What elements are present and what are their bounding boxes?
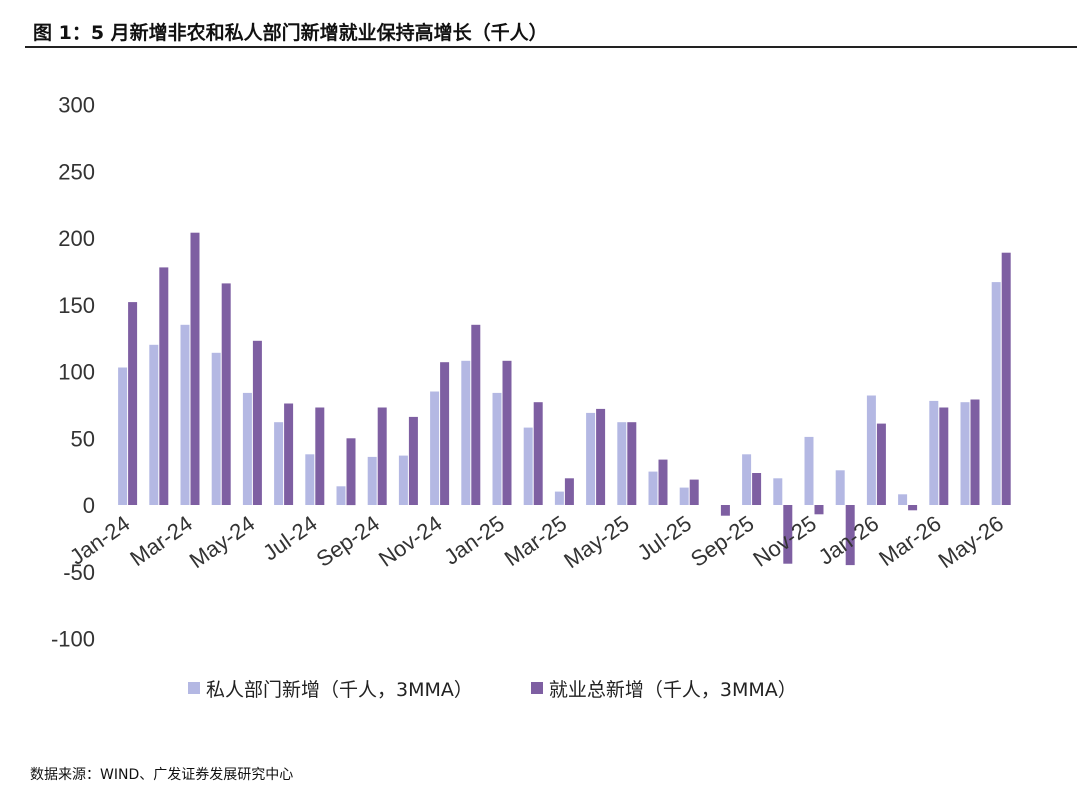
bar-total-Sep-24 [377, 407, 387, 505]
bar-private-Aug-24 [336, 486, 346, 505]
bar-total-Dec-24 [471, 324, 481, 505]
bar-private-Oct-24 [398, 455, 408, 505]
bar-total-Feb-26 [908, 505, 918, 511]
bar-private-Nov-25 [804, 436, 814, 505]
bar-private-Dec-25 [835, 470, 845, 505]
bar-private-Jan-24 [118, 367, 128, 505]
bar-private-Sep-24 [367, 456, 377, 505]
x-tick-label: Jan-24 [65, 511, 134, 570]
bar-total-Jan-25 [502, 360, 512, 505]
bar-private-Nov-24 [430, 391, 440, 505]
figure-title: 图 1：5 月新增非农和私人部门新增就业保持高增长（千人） [33, 22, 548, 44]
y-tick-label: 250 [58, 159, 95, 184]
y-tick-label: 50 [71, 426, 95, 451]
x-axis-ticks: Jan-24Mar-24May-24Jul-24Sep-24Nov-24Jan-… [65, 511, 1008, 574]
bar-private-Jul-25 [679, 487, 689, 505]
bar-private-Feb-25 [523, 427, 533, 505]
bar-total-Feb-25 [533, 402, 543, 505]
x-tick-label: May-25 [559, 511, 633, 574]
legend-swatch-total [530, 682, 543, 694]
bar-private-Jun-24 [274, 422, 284, 505]
title-divider [25, 46, 1077, 48]
legend-swatch-private [188, 682, 200, 694]
legend-item-total: 就业总新增（千人，3MMA） [530, 675, 797, 702]
bar-total-Oct-25 [783, 505, 793, 564]
bar-private-Apr-24 [211, 352, 221, 505]
bar-total-Aug-25 [720, 505, 730, 516]
bar-total-May-26 [1001, 252, 1011, 505]
bar-private-Oct-25 [773, 478, 783, 505]
bar-private-Jul-24 [305, 454, 315, 505]
bar-private-Mar-24 [180, 324, 190, 505]
bar-private-Apr-26 [960, 402, 970, 505]
bar-total-Feb-24 [159, 267, 169, 505]
bar-total-Jan-24 [128, 302, 138, 505]
bar-private-Feb-24 [149, 344, 159, 505]
y-axis-ticks: 300 250 200 150 100 50 0 -50 -100 [51, 93, 95, 652]
x-tick-label: Jul-25 [633, 511, 696, 566]
bar-total-May-25 [627, 422, 637, 505]
chart-legend: 私人部门新增（千人，3MMA） 就业总新增（千人，3MMA） [188, 675, 849, 702]
legend-label-private: 私人部门新增（千人，3MMA） [206, 679, 473, 701]
y-tick-label: 200 [58, 226, 95, 251]
x-tick-label: Nov-24 [374, 511, 446, 572]
bar-total-Jan-26 [876, 423, 886, 505]
y-tick-label: 0 [83, 493, 95, 518]
bar-total-Apr-26 [970, 399, 980, 505]
y-tick-label: -50 [63, 560, 95, 585]
bar-private-Jun-25 [648, 471, 658, 505]
y-tick-label: 300 [58, 93, 95, 118]
bar-private-Feb-26 [898, 494, 908, 505]
source-note: 数据来源：WIND、广发证券发展研究中心 [30, 767, 294, 783]
bar-total-Jun-25 [658, 459, 668, 505]
bar-total-Jul-25 [689, 479, 699, 505]
bar-private-Jan-25 [492, 392, 502, 505]
bar-total-May-24 [252, 340, 262, 505]
bar-private-May-24 [242, 392, 252, 505]
x-tick-label: May-26 [934, 511, 1008, 574]
bar-total-Jul-24 [315, 407, 325, 505]
x-tick-label: Mar-26 [874, 511, 945, 571]
bar-total-Mar-25 [564, 478, 574, 505]
bar-private-Mar-26 [929, 400, 939, 505]
bar-series [118, 232, 1011, 566]
bar-private-Dec-24 [461, 360, 471, 505]
bar-total-Sep-25 [752, 473, 762, 505]
bar-total-Aug-24 [346, 438, 356, 506]
bar-private-May-26 [991, 282, 1001, 505]
x-tick-label: Sep-25 [686, 511, 758, 572]
x-tick-label: Jul-24 [258, 511, 321, 566]
bar-total-Apr-24 [221, 283, 231, 505]
bar-total-Nov-25 [814, 505, 824, 515]
bar-private-Jan-26 [866, 395, 876, 505]
bar-total-Mar-26 [939, 407, 949, 505]
x-tick-label: May-24 [185, 511, 259, 574]
bar-total-Jun-24 [284, 403, 294, 505]
x-tick-label: Mar-25 [500, 511, 571, 571]
bar-total-Oct-24 [408, 416, 418, 505]
bar-private-Apr-25 [586, 412, 596, 505]
y-tick-label: -100 [51, 627, 95, 652]
bar-private-May-25 [617, 422, 627, 505]
bar-total-Dec-25 [845, 505, 855, 566]
x-tick-label: Mar-24 [125, 511, 196, 571]
legend-label-total: 就业总新增（千人，3MMA） [548, 679, 797, 701]
y-tick-label: 100 [58, 360, 95, 385]
bar-private-Mar-25 [554, 491, 564, 505]
x-tick-label: Sep-24 [312, 511, 384, 572]
bar-private-Sep-25 [742, 454, 752, 505]
bar-total-Apr-25 [596, 408, 606, 505]
x-tick-label: Jan-25 [439, 511, 508, 570]
legend-item-private: 私人部门新增（千人，3MMA） [188, 675, 473, 702]
bar-total-Mar-24 [190, 232, 200, 505]
y-tick-label: 150 [58, 293, 95, 318]
bar-total-Nov-24 [440, 362, 450, 505]
